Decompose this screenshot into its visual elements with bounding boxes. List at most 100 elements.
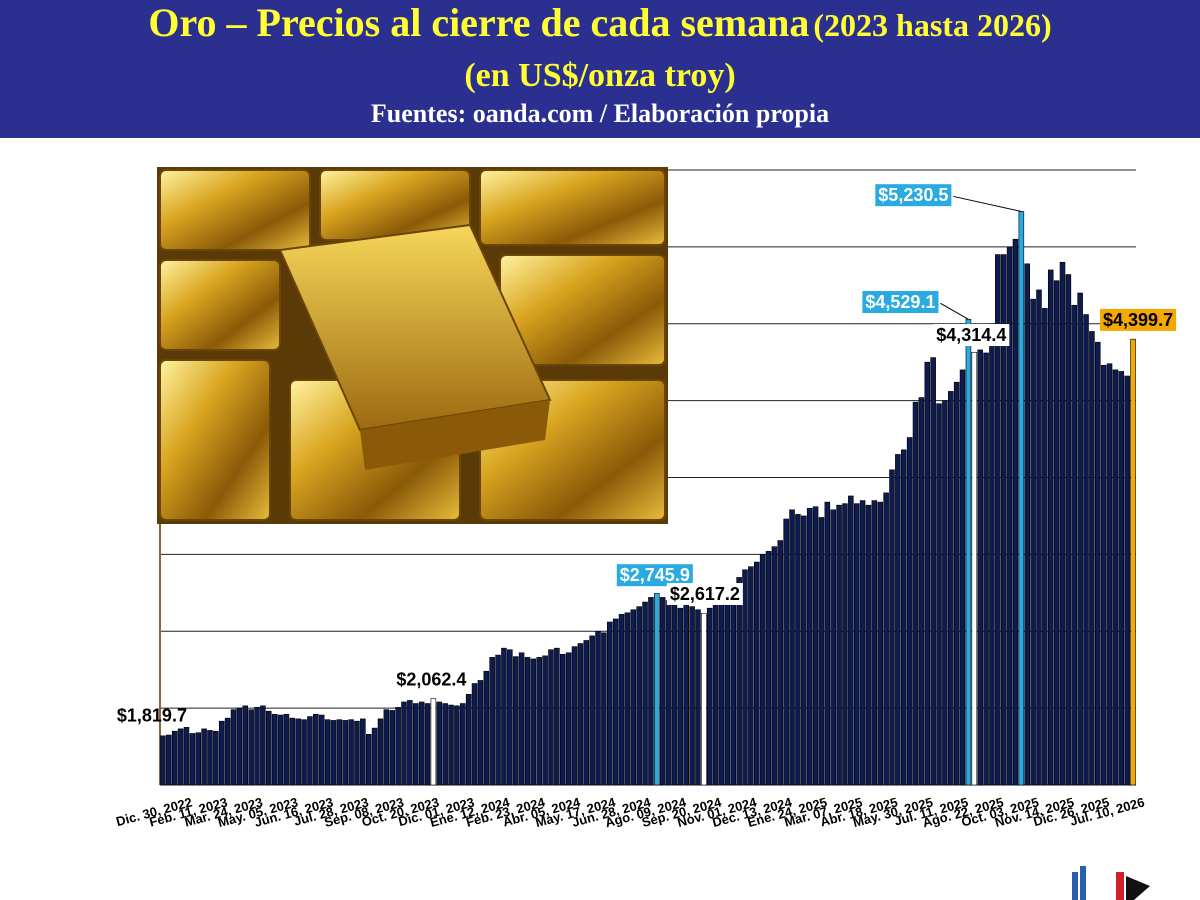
bar bbox=[724, 590, 731, 786]
bar bbox=[671, 595, 678, 786]
bar bbox=[812, 506, 819, 786]
bar bbox=[736, 577, 742, 786]
bar bbox=[266, 710, 272, 786]
bar bbox=[895, 454, 901, 786]
bar bbox=[1065, 274, 1072, 786]
bar bbox=[477, 680, 484, 786]
bar bbox=[277, 714, 284, 786]
value-label-bg bbox=[933, 324, 1010, 347]
bar bbox=[824, 501, 831, 786]
bar bbox=[953, 381, 960, 786]
bar bbox=[742, 569, 748, 786]
bar bbox=[501, 647, 507, 786]
value-label: $2,617.2 bbox=[670, 584, 740, 604]
bar bbox=[771, 546, 778, 786]
bar bbox=[853, 503, 860, 786]
bar bbox=[412, 703, 419, 786]
bar bbox=[548, 649, 554, 786]
bar bbox=[571, 646, 578, 786]
bar bbox=[601, 632, 607, 786]
bar bbox=[677, 607, 684, 786]
bar bbox=[865, 504, 872, 786]
bar bbox=[706, 607, 713, 786]
chart-source: Fuentes: oanda.com / Elaboración propia bbox=[371, 99, 829, 128]
bar bbox=[1124, 375, 1130, 786]
value-label: $2,062.4 bbox=[396, 669, 466, 689]
bar bbox=[730, 586, 737, 786]
logo bbox=[1072, 866, 1150, 900]
bar bbox=[330, 720, 337, 786]
bar bbox=[407, 700, 413, 786]
value-label-bg bbox=[862, 291, 939, 314]
value-label: $4,529.1 bbox=[865, 292, 935, 312]
bar bbox=[565, 652, 572, 786]
bar bbox=[454, 705, 460, 786]
bar bbox=[271, 713, 278, 786]
bar bbox=[654, 593, 660, 786]
bar bbox=[830, 509, 836, 786]
bar bbox=[589, 635, 595, 786]
bar bbox=[642, 601, 648, 786]
bar bbox=[1100, 364, 1107, 786]
bar bbox=[313, 713, 319, 786]
bar bbox=[912, 401, 919, 786]
bar bbox=[577, 643, 584, 786]
bar bbox=[424, 703, 431, 786]
bar bbox=[1042, 308, 1048, 786]
bar bbox=[612, 618, 619, 786]
bar bbox=[995, 254, 1001, 786]
bar bbox=[365, 733, 372, 786]
bar bbox=[1000, 254, 1007, 786]
bar bbox=[401, 701, 407, 786]
bar bbox=[765, 550, 772, 786]
bar bbox=[712, 600, 719, 786]
bar bbox=[936, 403, 942, 786]
bar bbox=[248, 709, 254, 786]
bar bbox=[630, 609, 637, 786]
bar bbox=[801, 515, 807, 786]
bar bbox=[1118, 371, 1125, 786]
bar bbox=[971, 351, 978, 786]
bar bbox=[471, 683, 478, 786]
value-label-bg bbox=[875, 184, 952, 207]
bar bbox=[1083, 314, 1089, 786]
bar bbox=[1077, 292, 1083, 786]
bar bbox=[495, 654, 501, 786]
bar bbox=[218, 720, 225, 786]
bar bbox=[460, 703, 466, 786]
bar bbox=[965, 318, 972, 786]
bar bbox=[530, 658, 537, 786]
bar bbox=[1036, 289, 1042, 786]
bar bbox=[848, 495, 854, 786]
bar bbox=[295, 718, 301, 786]
value-label-bg bbox=[616, 564, 693, 587]
leader-line bbox=[940, 302, 969, 320]
bar bbox=[201, 728, 207, 786]
value-label-bg bbox=[1100, 308, 1177, 331]
chart-subtitle: (en US$/onza troy) bbox=[464, 57, 735, 94]
bar bbox=[1112, 369, 1119, 786]
value-label: $5,230.5 bbox=[878, 185, 948, 205]
bar bbox=[883, 492, 889, 786]
value-label-bg bbox=[666, 582, 743, 605]
bar bbox=[507, 649, 513, 786]
bar bbox=[254, 707, 260, 786]
bar bbox=[1030, 298, 1036, 786]
bar bbox=[683, 603, 689, 786]
bar bbox=[701, 612, 707, 786]
bar bbox=[512, 656, 519, 786]
bar bbox=[418, 701, 425, 786]
leader-line bbox=[953, 195, 1022, 212]
bar bbox=[759, 554, 766, 786]
bar bbox=[389, 710, 396, 786]
bar bbox=[989, 323, 995, 786]
bar bbox=[260, 705, 266, 786]
bar bbox=[924, 361, 931, 786]
value-label: $2,745.9 bbox=[620, 565, 690, 585]
bar bbox=[1024, 263, 1030, 786]
bar bbox=[900, 449, 907, 786]
bar bbox=[289, 717, 296, 786]
bar bbox=[783, 518, 789, 786]
bar bbox=[906, 437, 913, 786]
